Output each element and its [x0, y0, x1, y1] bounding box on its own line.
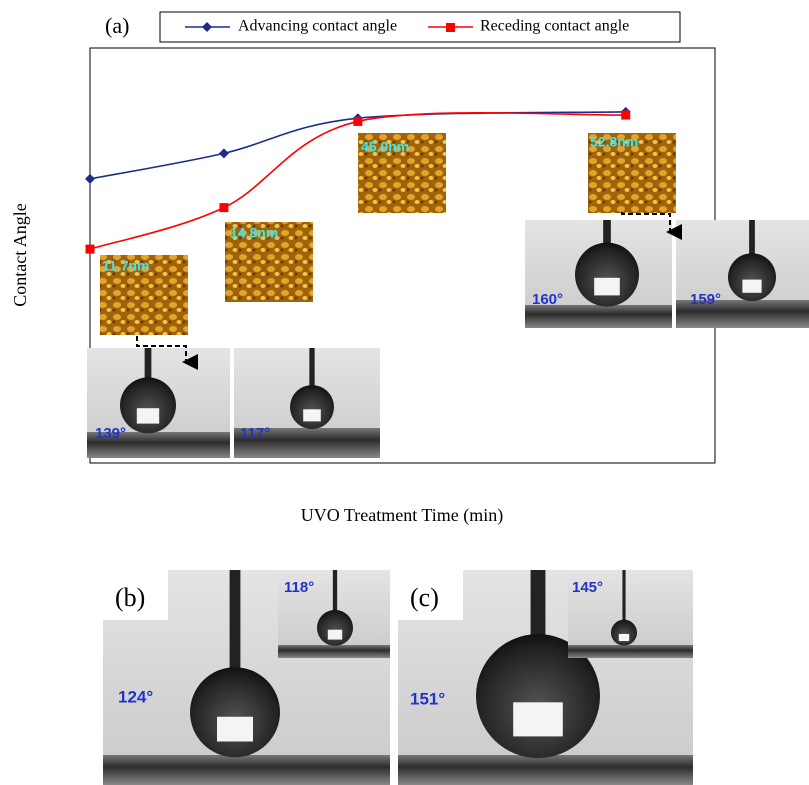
y-axis-label: Contact Angle [10, 203, 30, 306]
substrate [525, 305, 672, 328]
legend-symbol [446, 23, 455, 32]
data-point [218, 148, 229, 159]
angle-label: 118° [284, 579, 314, 596]
droplet-highlight [513, 702, 563, 737]
needle [603, 220, 611, 245]
angle-label: 151° [410, 689, 445, 708]
afm-image [225, 222, 313, 302]
needle [749, 220, 755, 256]
legend-marker [446, 23, 455, 32]
droplet-photo: 117° [234, 348, 380, 458]
droplet-highlight [327, 629, 343, 640]
substrate [103, 755, 390, 785]
droplet-highlight [217, 716, 253, 742]
legend-box [159, 11, 681, 43]
needle [309, 348, 315, 388]
legend-marker [202, 22, 212, 32]
arrow [136, 336, 198, 370]
substrate [234, 428, 380, 458]
substrate [398, 755, 693, 785]
afm-image [358, 133, 446, 213]
droplet-photo: 118° [278, 570, 390, 658]
droplet-highlight [594, 277, 620, 296]
series-line [89, 111, 626, 250]
afm-image [100, 255, 188, 335]
panel-label-bg [398, 570, 463, 620]
angle-label: 139° [95, 425, 126, 442]
droplet-highlight [618, 633, 630, 642]
substrate [568, 645, 693, 658]
droplet-highlight [136, 408, 160, 424]
droplet-highlight [742, 279, 762, 293]
needle [229, 570, 241, 669]
droplet [190, 667, 280, 758]
x-axis-label: UVO Treatment Time (min) [301, 505, 504, 526]
panel-label-bg [103, 570, 168, 620]
substrate [676, 300, 809, 328]
legend-label: Advancing contact angle [238, 18, 397, 35]
angle-label: 159° [690, 291, 721, 308]
droplet [290, 385, 334, 430]
droplet [120, 377, 176, 434]
afm-label: 52.8nm [590, 134, 638, 150]
legend-symbol [202, 22, 212, 32]
droplet [317, 609, 353, 646]
droplet [611, 619, 637, 646]
substrate [278, 645, 390, 658]
needle [144, 348, 152, 380]
droplet-photo: 139° [87, 348, 230, 458]
data-point [85, 173, 95, 184]
data-point [219, 203, 229, 213]
panel-label: (b) [115, 583, 145, 612]
afm-label: 14.8nm [230, 225, 278, 241]
data-point [85, 244, 95, 254]
needle [530, 570, 546, 635]
panel-label: (a) [105, 13, 129, 38]
droplet [728, 253, 776, 302]
droplet [575, 242, 639, 307]
arrow [621, 212, 682, 240]
afm-label: 45.0nm [361, 139, 409, 155]
droplet-highlight [303, 409, 321, 422]
substrate [87, 432, 230, 458]
angle-label: 124° [118, 687, 153, 706]
angle-label: 145° [572, 579, 603, 596]
droplet-photo: 145° [568, 570, 693, 658]
panel-label: (c) [410, 583, 439, 612]
needle [622, 570, 626, 623]
afm-label: 11.7nm [102, 258, 149, 274]
droplet-photo: 159° [676, 220, 809, 328]
needle [332, 570, 338, 613]
data-point [353, 116, 363, 126]
data-point [621, 110, 631, 120]
legend-label: Receding contact angle [480, 18, 629, 35]
droplet-photo: 160° [525, 220, 672, 328]
angle-label: 117° [240, 425, 270, 442]
afm-image [588, 133, 676, 213]
angle-label: 160° [532, 291, 563, 308]
droplet [476, 634, 600, 759]
